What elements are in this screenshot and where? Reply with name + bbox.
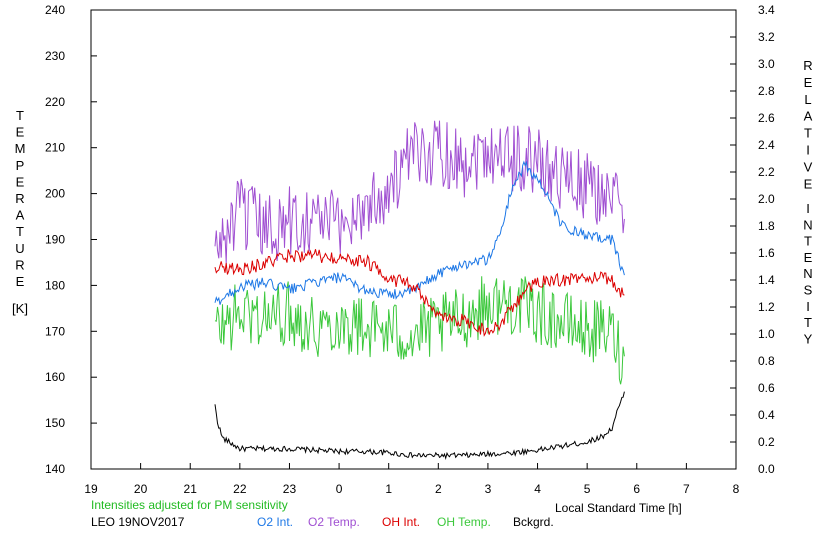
series-o2-temp-line <box>214 120 625 264</box>
left-label-letter: R <box>15 191 24 206</box>
x-tick-label: 22 <box>233 482 247 496</box>
left-label-letter: T <box>16 108 24 123</box>
legend-o2-int: O2 Int. <box>257 515 293 529</box>
x-tick-label: 7 <box>683 482 690 496</box>
right-label-letter: T <box>804 234 812 249</box>
x-tick-label: 6 <box>633 482 640 496</box>
right-tick-label: 2.0 <box>758 192 775 206</box>
right-tick-label: 2.8 <box>758 84 775 98</box>
plot-frame <box>90 9 737 470</box>
x-tick-label: 2 <box>435 482 442 496</box>
left-label-letter: R <box>15 257 24 272</box>
legend-oh-temp: OH Temp. <box>437 515 491 529</box>
left-tick-label: 240 <box>45 3 65 17</box>
right-tick-label: 3.0 <box>758 57 775 71</box>
left-tick-label: 160 <box>45 370 65 384</box>
legend-oh-int: OH Int. <box>382 515 420 529</box>
left-label-letter: E <box>16 125 25 140</box>
x-tick-label: 1 <box>385 482 392 496</box>
right-label-letter: N <box>803 266 812 281</box>
left-label-letter: T <box>16 224 24 239</box>
right-label-letter: V <box>804 159 813 174</box>
left-tick-label: 170 <box>45 324 65 338</box>
right-label-letter: R <box>803 58 812 73</box>
left-tick-label: 150 <box>45 416 65 430</box>
left-label-letter: P <box>16 158 25 173</box>
left-tick-label: 180 <box>45 278 65 292</box>
series-oh-int-line <box>214 249 625 337</box>
right-label-letter: E <box>804 250 813 265</box>
right-label-letter: S <box>804 283 813 298</box>
right-axis: 0.0 0.2 0.4 0.6 0.8 1.0 1.2 1.4 1.6 1.8 2.0 2.2 2.4 2… <box>730 3 775 476</box>
right-tick-label: 1.6 <box>758 246 775 260</box>
right-label-letter: I <box>806 201 810 216</box>
left-axis: 140 150 160 170 180 190 200 210 220 230 240 <box>45 3 97 476</box>
right-label-letter: E <box>804 75 813 90</box>
right-tick-label: 1.8 <box>758 219 775 233</box>
right-label-letter: I <box>806 143 810 158</box>
left-label-letter: E <box>16 174 25 189</box>
left-tick-label: 140 <box>45 462 65 476</box>
series-bckgrd-line <box>214 391 625 460</box>
x-tick-label: 20 <box>134 482 148 496</box>
left-tick-label: 210 <box>45 141 65 155</box>
right-label-letter: L <box>804 92 811 107</box>
right-tick-label: 2.6 <box>758 111 775 125</box>
series-layer <box>214 120 625 460</box>
x-tick-label: 8 <box>733 482 740 496</box>
right-tick-label: 1.2 <box>758 300 775 314</box>
right-tick-label: 1.4 <box>758 273 775 287</box>
right-label-letter: I <box>806 299 810 314</box>
x-tick-label: 21 <box>184 482 198 496</box>
right-label-letter: Y <box>804 331 813 346</box>
series-oh-temp-line <box>214 276 625 385</box>
right-label-letter: N <box>803 217 812 232</box>
left-label-letter: E <box>16 274 25 289</box>
series-o2-int-line <box>214 160 625 305</box>
left-tick-label: 200 <box>45 187 65 201</box>
right-tick-label: 3.4 <box>758 3 775 17</box>
left-label-letter: A <box>16 208 25 223</box>
station-date: LEO 19NOV2017 <box>91 515 185 529</box>
right-tick-label: 1.0 <box>758 327 775 341</box>
right-tick-label: 2.2 <box>758 165 775 179</box>
legend-o2-temp: O2 Temp. <box>308 515 360 529</box>
left-label-letter: U <box>15 241 24 256</box>
x-axis-label: Local Standard Time [h] <box>555 501 682 515</box>
x-axis: 19 20 21 22 23 0 1 2 3 4 5 6 7 8 <box>84 463 740 496</box>
x-tick-label: 23 <box>283 482 297 496</box>
x-tick-label: 4 <box>534 482 541 496</box>
right-label-letter: E <box>804 176 813 191</box>
right-label-letter: T <box>804 126 812 141</box>
right-tick-label: 2.4 <box>758 138 775 152</box>
x-tick-label: 19 <box>84 482 98 496</box>
left-label-letter: M <box>15 141 26 156</box>
left-tick-label: 190 <box>45 233 65 247</box>
right-label-letter: T <box>804 315 812 330</box>
x-tick-label: 3 <box>485 482 492 496</box>
right-tick-label: 3.2 <box>758 30 775 44</box>
x-tick-label: 0 <box>336 482 343 496</box>
right-tick-label: 0.6 <box>758 381 775 395</box>
left-tick-label: 230 <box>45 49 65 63</box>
right-tick-label: 0.8 <box>758 354 775 368</box>
sensitivity-note: Intensities adjusted for PM sensitivity <box>91 498 288 512</box>
right-tick-label: 0.2 <box>758 435 775 449</box>
x-tick-label: 5 <box>584 482 591 496</box>
right-tick-label: 0.0 <box>758 462 775 476</box>
legend: O2 Int. O2 Temp. OH Int. OH Temp. Bckgrd. <box>257 515 554 529</box>
right-tick-label: 0.4 <box>758 408 775 422</box>
left-axis-unit: [K] <box>12 301 28 316</box>
left-tick-label: 220 <box>45 95 65 109</box>
right-label-letter: A <box>804 109 813 124</box>
legend-bckgrd: Bckgrd. <box>513 515 554 529</box>
